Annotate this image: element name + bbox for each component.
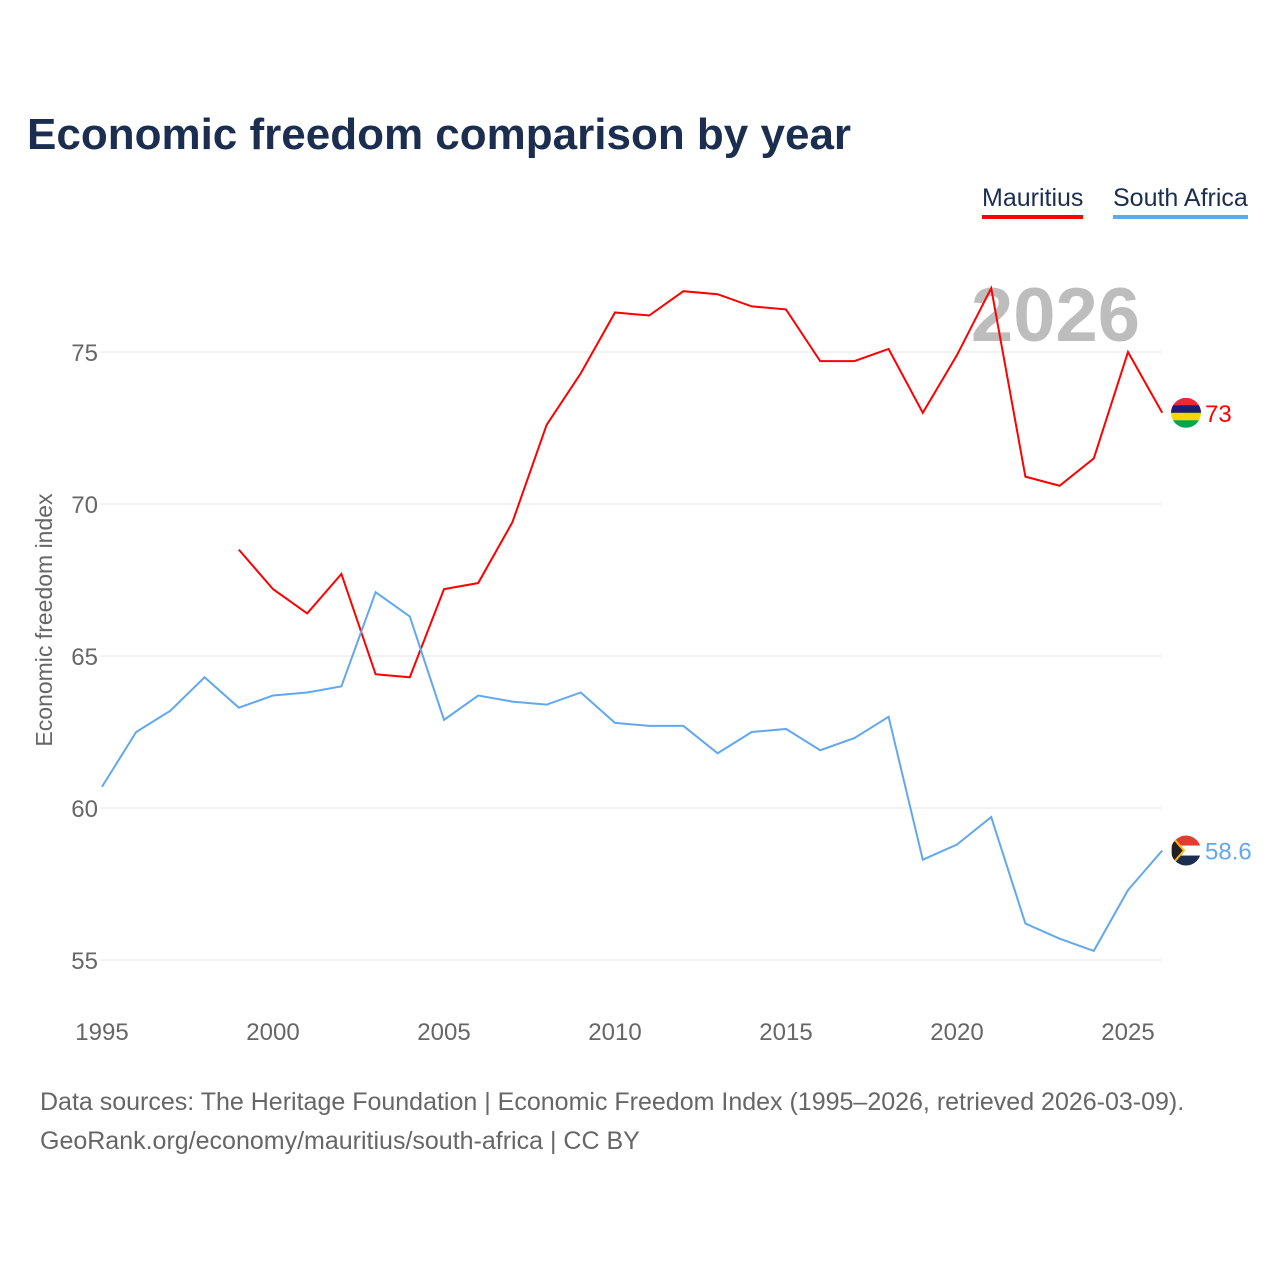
y-axis-label: Economic freedom index — [31, 493, 57, 747]
end-value-label: 73 — [1205, 401, 1232, 428]
x-tick-label: 2025 — [1101, 1019, 1154, 1046]
mauritius-flag-icon — [1171, 397, 1201, 428]
series-line-south-africa — [101, 590, 1163, 953]
x-tick-label: 2015 — [759, 1019, 812, 1046]
y-tick-label: 70 — [71, 492, 98, 519]
y-tick-label: 60 — [71, 796, 98, 823]
legend-mauritius[interactable]: Mauritius — [982, 184, 1084, 219]
x-tick-label: 2000 — [246, 1019, 299, 1046]
x-tick-label: 1995 — [75, 1019, 128, 1046]
year-watermark: 2026 — [971, 273, 1140, 358]
legend-south-africa[interactable]: South Africa — [1113, 184, 1248, 219]
end-value-label: 58.6 — [1205, 839, 1252, 866]
y-tick-label: 55 — [71, 948, 98, 975]
series-line-mauritius — [238, 285, 1164, 679]
chart-title: Economic freedom comparison by year — [27, 110, 852, 159]
y-tick-label: 65 — [71, 644, 98, 671]
footer-sources: Data sources: The Heritage Foundation | … — [40, 1088, 1185, 1116]
south-africa-flag-icon — [1171, 835, 1201, 866]
x-tick-label: 2010 — [588, 1019, 641, 1046]
x-tick-label: 2020 — [930, 1019, 983, 1046]
footer-credit: GeoRank.org/economy/mauritius/south-afri… — [40, 1127, 640, 1155]
y-tick-label: 75 — [71, 340, 98, 367]
x-tick-label: 2005 — [417, 1019, 470, 1046]
